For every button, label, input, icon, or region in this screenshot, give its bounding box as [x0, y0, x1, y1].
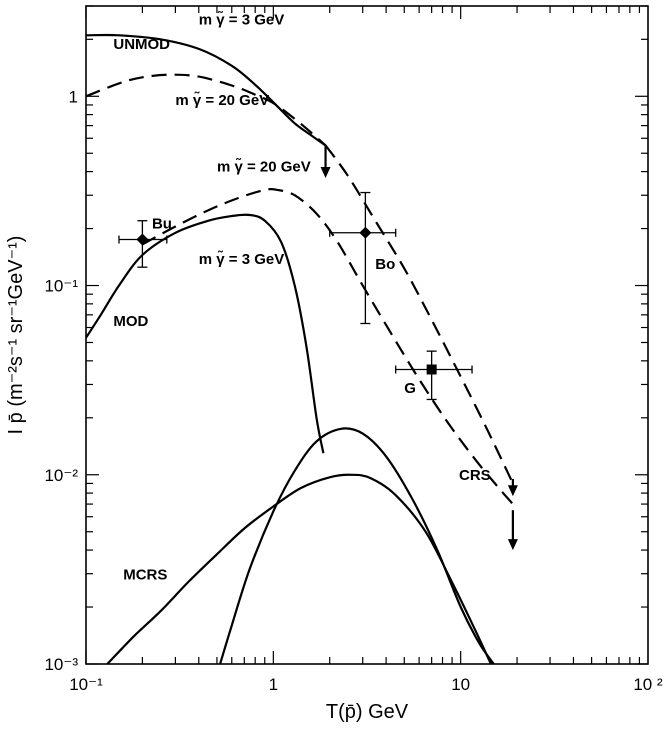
data-point-bo — [329, 191, 397, 325]
annotation-unmod: UNMOD — [113, 36, 170, 53]
annotation-mod: MOD — [113, 313, 148, 330]
data-point-g — [395, 350, 473, 401]
axis-ticks: 10⁻¹ 1 10 10 ² 10⁻³ 10⁻² 10⁻¹ 1 — [44, 5, 663, 694]
square-marker — [426, 364, 437, 375]
arrow-head — [507, 485, 518, 497]
plot-frame — [85, 5, 649, 665]
annotation-crs: CRS — [459, 467, 491, 484]
y-axis-title: I p̄ (m⁻²s⁻¹ sr⁻¹GeV⁻¹) — [5, 236, 27, 435]
y-tick-label: 10⁻² — [44, 466, 78, 485]
diamond-marker — [359, 226, 372, 239]
arrows — [320, 145, 518, 551]
curve-mod-solid — [85, 213, 325, 454]
data-points — [118, 191, 473, 401]
diamond-marker — [136, 233, 149, 246]
y-tick-label: 10⁻¹ — [44, 277, 78, 296]
curves — [85, 33, 514, 665]
annotation-m-3-gev: m γ̃ = 3 GeV — [199, 10, 284, 28]
y-tick-label: 1 — [69, 87, 78, 106]
curve-unmod-solid — [85, 33, 327, 147]
annotation-m-20-gev: m γ̃ = 20 GeV — [175, 91, 269, 109]
annotations: m γ̃ = 3 GeV UNMOD m γ̃ = 20 GeV m γ̃ = 20 … — [113, 10, 490, 583]
arrow-head — [507, 539, 518, 551]
annotation-m-3-gev: m γ̃ = 3 GeV — [199, 250, 284, 268]
x-axis-title: T(p̄) GeV — [326, 701, 409, 723]
annotation-bo: Bo — [375, 256, 395, 273]
y-tick-label: 10⁻³ — [44, 655, 78, 674]
curve-crs-solid — [219, 427, 495, 665]
x-tick-label: 10 ² — [633, 675, 663, 694]
annotation-mcrs: MCRS — [123, 566, 167, 583]
curve-mod-dashed — [141, 187, 514, 505]
arrow-head — [320, 167, 331, 179]
data-point-bu — [118, 220, 168, 268]
annotation-g: G — [404, 380, 416, 397]
x-tick-label: 1 — [269, 675, 278, 694]
curve-mcrs-solid — [106, 473, 492, 665]
curve-unmod-dashed — [324, 144, 514, 484]
x-tick-label: 10⁻¹ — [69, 675, 103, 694]
annotation-m-20-gev: m γ̃ = 20 GeV — [217, 158, 311, 176]
annotation-bu: Bu — [152, 216, 172, 233]
x-tick-label: 10 — [451, 675, 470, 694]
curve-unmod-dashed — [85, 73, 327, 147]
